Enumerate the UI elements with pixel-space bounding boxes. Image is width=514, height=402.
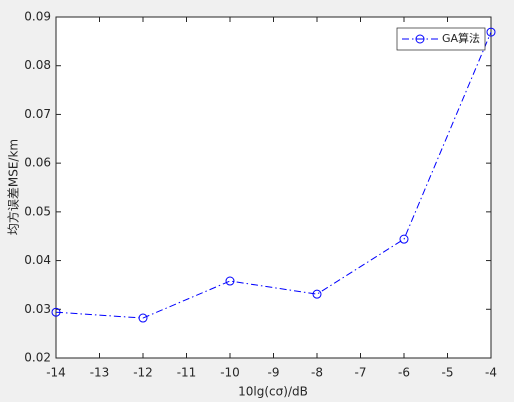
x-tick-label: -13 (90, 366, 110, 380)
data-point (138, 313, 148, 323)
legend-box (396, 27, 486, 51)
data-line (55, 31, 492, 319)
legend-label: GA算法 (442, 31, 480, 45)
x-tick-label: -9 (268, 366, 280, 380)
axes-box (55, 16, 492, 359)
data-point (51, 307, 61, 317)
y-tick-label: 0.09 (24, 10, 51, 24)
y-tick-label: 0.06 (24, 156, 51, 170)
x-tick-label: -8 (311, 366, 323, 380)
plot-area (56, 17, 491, 358)
x-tick-label: -6 (398, 366, 410, 380)
x-tick-label: -7 (355, 366, 367, 380)
data-point (312, 289, 322, 299)
x-tick-label: -4 (485, 366, 497, 380)
data-point (486, 27, 496, 37)
x-tick-label: -14 (46, 366, 66, 380)
x-axis-label: 10lg(cσ)/dB (238, 385, 308, 399)
y-tick-label: 0.07 (24, 107, 51, 121)
x-tick-label: -10 (220, 366, 240, 380)
y-tick-label: 0.03 (24, 302, 51, 316)
x-tick-label: -5 (442, 366, 454, 380)
y-axis-label: 均方误差MSE/km (6, 139, 21, 235)
y-tick-label: 0.02 (24, 351, 51, 365)
data-point (225, 276, 235, 286)
x-tick-label: -11 (177, 366, 197, 380)
y-tick-label: 0.04 (24, 253, 51, 267)
legend-marker (415, 34, 425, 44)
y-tick-label: 0.08 (24, 58, 51, 72)
data-point (399, 234, 409, 244)
legend: GA算法 (396, 27, 486, 51)
x-tick-label: -12 (133, 366, 153, 380)
y-tick-label: 0.05 (24, 204, 51, 218)
